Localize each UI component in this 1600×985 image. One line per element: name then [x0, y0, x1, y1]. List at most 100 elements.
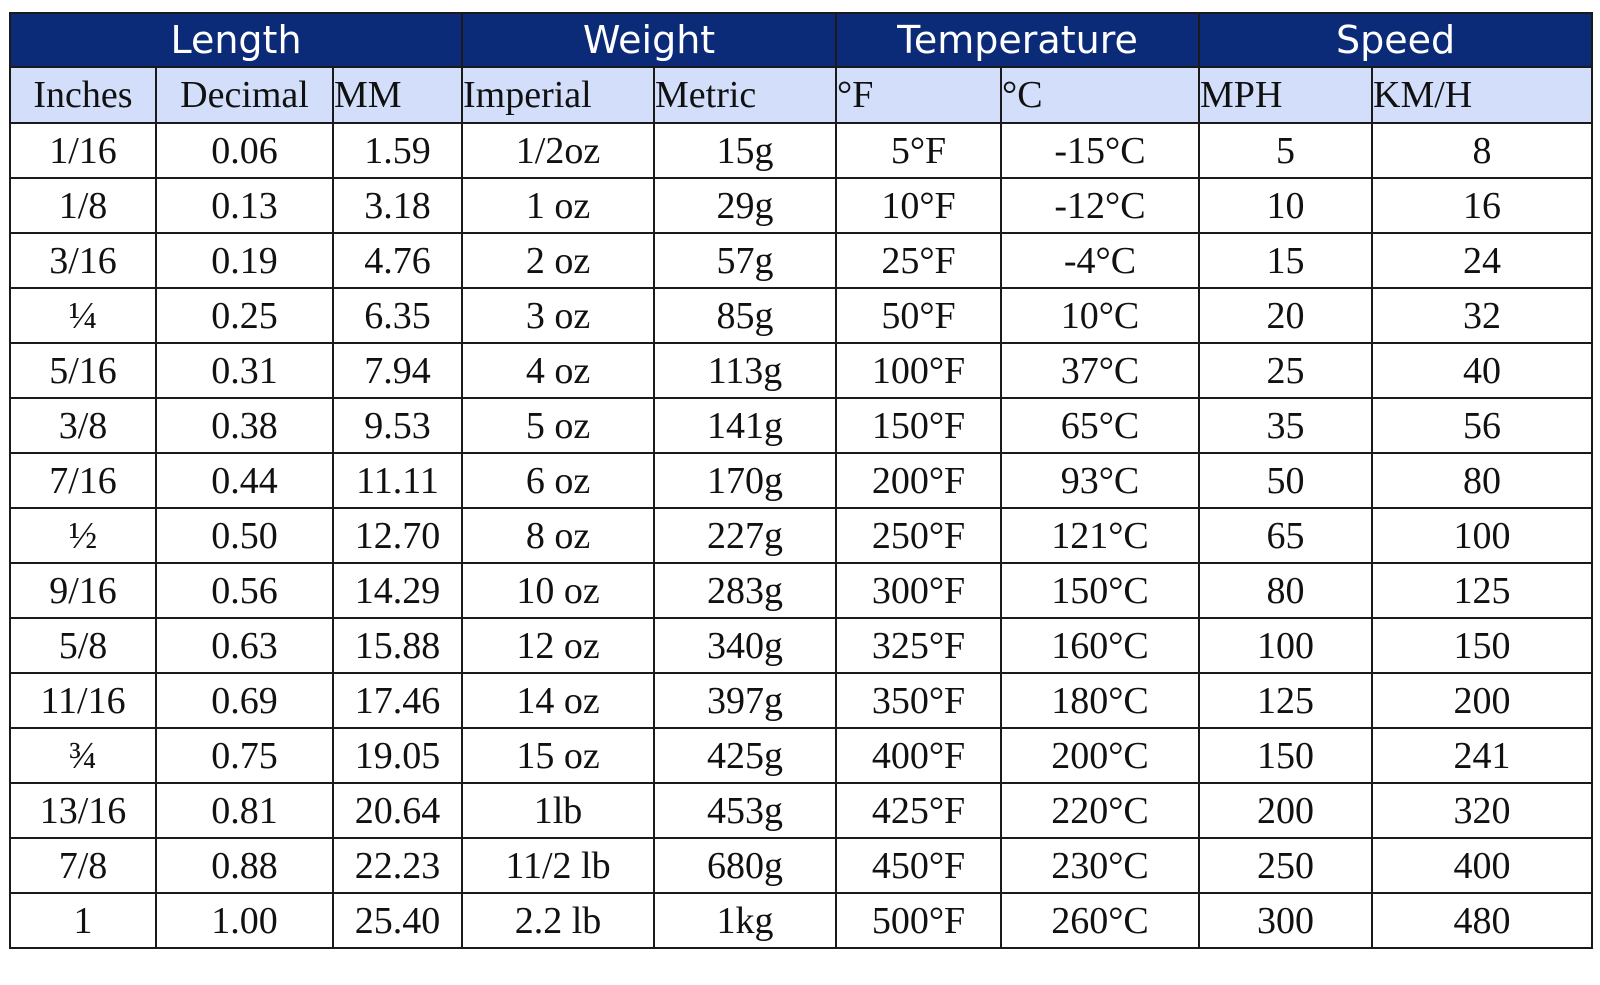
column-header-metric: Metric — [652, 66, 838, 124]
group-header-temperature: Temperature — [835, 12, 1201, 68]
mm-cell: 4.76 — [332, 232, 463, 289]
decimal-cell: 0.56 — [155, 562, 334, 619]
inches-cell: 7/16 — [9, 452, 157, 509]
metric-cell: 57g — [652, 232, 838, 289]
celsius-cell: 180°C — [1000, 672, 1201, 729]
kmh-cell: 32 — [1371, 287, 1594, 344]
mph-cell: 35 — [1198, 397, 1374, 454]
celsius-cell: 93°C — [1000, 452, 1201, 509]
metric-cell: 397g — [652, 672, 838, 729]
column-header-mm: MM — [332, 66, 463, 124]
kmh-cell: 8 — [1371, 122, 1594, 179]
fahrenheit-cell: 25°F — [835, 232, 1003, 289]
inches-cell: ½ — [9, 507, 157, 564]
inches-cell: 1/8 — [9, 177, 157, 234]
fahrenheit-cell: 500°F — [835, 892, 1003, 949]
mph-cell: 100 — [1198, 617, 1374, 674]
kmh-cell: 241 — [1371, 727, 1594, 784]
decimal-cell: 0.88 — [155, 837, 334, 894]
table-row: ¾ 0.75 19.05 15 oz 425g 400°F 200°C 150 241 — [9, 727, 1594, 784]
kmh-cell: 125 — [1371, 562, 1594, 619]
celsius-cell: -4°C — [1000, 232, 1201, 289]
decimal-cell: 0.50 — [155, 507, 334, 564]
table-row: 3/8 0.38 9.53 5 oz 141g 150°F 65°C 35 56 — [9, 397, 1594, 454]
metric-cell: 1kg — [652, 892, 838, 949]
imperial-cell: 3 oz — [461, 287, 655, 344]
table-row: 9/16 0.56 14.29 10 oz 283g 300°F 150°C 80 125 — [9, 562, 1594, 619]
celsius-cell: 230°C — [1000, 837, 1201, 894]
imperial-cell: 2.2 lb — [461, 892, 655, 949]
fahrenheit-cell: 350°F — [835, 672, 1003, 729]
metric-cell: 29g — [652, 177, 838, 234]
imperial-cell: 1/2oz — [461, 122, 655, 179]
group-header-weight: Weight — [460, 12, 838, 68]
fahrenheit-cell: 150°F — [835, 397, 1003, 454]
group-header-speed: Speed — [1198, 12, 1594, 68]
imperial-cell: 5 oz — [461, 397, 655, 454]
group-header-row: Length Weight Temperature Speed — [9, 12, 1594, 68]
celsius-cell: 150°C — [1000, 562, 1201, 619]
table-row: 7/16 0.44 11.11 6 oz 170g 200°F 93°C 50 80 — [9, 452, 1594, 509]
inches-cell: 1/16 — [9, 122, 157, 179]
mph-cell: 25 — [1198, 342, 1374, 399]
conversion-table: Length Weight Temperature Speed Inches D… — [9, 12, 1594, 949]
fahrenheit-cell: 200°F — [835, 452, 1003, 509]
table-row: 11/16 0.69 17.46 14 oz 397g 350°F 180°C 125 200 — [9, 672, 1594, 729]
table-row: ½ 0.50 12.70 8 oz 227g 250°F 121°C 65 100 — [9, 507, 1594, 564]
fahrenheit-cell: 50°F — [835, 287, 1003, 344]
mph-cell: 10 — [1198, 177, 1374, 234]
inches-cell: 3/8 — [9, 397, 157, 454]
fahrenheit-cell: 10°F — [835, 177, 1003, 234]
celsius-cell: 160°C — [1000, 617, 1201, 674]
mm-cell: 15.88 — [332, 617, 463, 674]
mph-cell: 200 — [1198, 782, 1374, 839]
kmh-cell: 16 — [1371, 177, 1594, 234]
celsius-cell: 10°C — [1000, 287, 1201, 344]
mph-cell: 300 — [1198, 892, 1374, 949]
inches-cell: 7/8 — [9, 837, 157, 894]
kmh-cell: 40 — [1371, 342, 1594, 399]
celsius-cell: 65°C — [1000, 397, 1201, 454]
decimal-cell: 0.44 — [155, 452, 334, 509]
table-row: 1/16 0.06 1.59 1/2oz 15g 5°F -15°C 5 8 — [9, 122, 1594, 179]
table-body: 1/16 0.06 1.59 1/2oz 15g 5°F -15°C 5 8 1/8 0.13 3.1… — [9, 122, 1594, 949]
mm-cell: 25.40 — [332, 892, 463, 949]
celsius-cell: 37°C — [1000, 342, 1201, 399]
imperial-cell: 8 oz — [461, 507, 655, 564]
metric-cell: 283g — [652, 562, 838, 619]
mph-cell: 65 — [1198, 507, 1374, 564]
imperial-cell: 4 oz — [461, 342, 655, 399]
column-header-kmh: KM/H — [1371, 66, 1594, 124]
imperial-cell: 6 oz — [461, 452, 655, 509]
fahrenheit-cell: 400°F — [835, 727, 1003, 784]
table-row: ¼ 0.25 6.35 3 oz 85g 50°F 10°C 20 32 — [9, 287, 1594, 344]
kmh-cell: 150 — [1371, 617, 1594, 674]
decimal-cell: 1.00 — [155, 892, 334, 949]
fahrenheit-cell: 325°F — [835, 617, 1003, 674]
mm-cell: 6.35 — [332, 287, 463, 344]
column-header-decimal: Decimal — [155, 66, 334, 124]
decimal-cell: 0.19 — [155, 232, 334, 289]
mm-cell: 14.29 — [332, 562, 463, 619]
celsius-cell: 200°C — [1000, 727, 1201, 784]
imperial-cell: 11/2 lb — [461, 837, 655, 894]
decimal-cell: 0.38 — [155, 397, 334, 454]
mm-cell: 7.94 — [332, 342, 463, 399]
table-row: 1 1.00 25.40 2.2 lb 1kg 500°F 260°C 300 480 — [9, 892, 1594, 949]
table-row: 13/16 0.81 20.64 1lb 453g 425°F 220°C 200 320 — [9, 782, 1594, 839]
metric-cell: 170g — [652, 452, 838, 509]
kmh-cell: 24 — [1371, 232, 1594, 289]
mm-cell: 3.18 — [332, 177, 463, 234]
mph-cell: 250 — [1198, 837, 1374, 894]
imperial-cell: 15 oz — [461, 727, 655, 784]
kmh-cell: 320 — [1371, 782, 1594, 839]
decimal-cell: 0.31 — [155, 342, 334, 399]
celsius-cell: -12°C — [1000, 177, 1201, 234]
decimal-cell: 0.69 — [155, 672, 334, 729]
metric-cell: 85g — [652, 287, 838, 344]
celsius-cell: 121°C — [1000, 507, 1201, 564]
mm-cell: 17.46 — [332, 672, 463, 729]
column-header-mph: MPH — [1198, 66, 1374, 124]
inches-cell: ¾ — [9, 727, 157, 784]
column-header-inches: Inches — [9, 66, 157, 124]
